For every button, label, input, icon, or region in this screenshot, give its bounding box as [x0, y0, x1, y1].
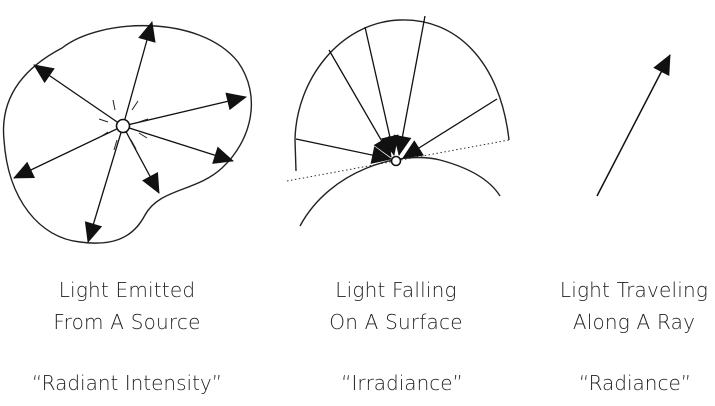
incoming-rays [295, 15, 498, 164]
irradiance-figure [286, 15, 510, 227]
caption-line-1: Light Emitted [58, 278, 196, 302]
caption-line-2: Along A Ray [572, 310, 696, 334]
ray-left [13, 125, 124, 179]
ray-down [84, 125, 124, 243]
caption-line-2: From A Source [53, 310, 201, 334]
radiant-intensity-term: “Radiant Intensity” [31, 371, 223, 395]
point-source [115, 118, 131, 134]
radiant-rays [13, 21, 247, 243]
ray-lower-right [122, 125, 234, 164]
ray-up [122, 21, 156, 127]
surface-curve [299, 156, 501, 227]
incoming-ray-2 [328, 49, 392, 158]
caption-line-1: Light Falling [335, 278, 457, 302]
incoming-ray-1 [295, 138, 392, 164]
incoming-ray-3 [364, 26, 399, 156]
radiance-figure [596, 54, 671, 197]
incoming-ray-5 [402, 98, 498, 159]
irradiance-term: “Irradiance” [341, 371, 463, 395]
radiant-intensity-caption: Light Emitted From A Source [17, 274, 237, 338]
single-ray [596, 54, 671, 197]
irradiance-caption: Light Falling On A Surface [286, 274, 506, 338]
radiance-caption: Light Traveling Along A Ray [524, 274, 715, 338]
emission-ticks [98, 99, 149, 151]
caption-line-1: Light Traveling [559, 278, 709, 302]
hemisphere-dome [294, 19, 510, 172]
caption-line-2: On A Surface [329, 310, 463, 334]
surface-point [390, 155, 402, 167]
incoming-ray-4 [393, 15, 426, 156]
radiance-term: “Radiance” [578, 371, 692, 395]
ray-right [122, 92, 247, 127]
source-boundary [2, 24, 253, 244]
ray-upper-left [33, 64, 124, 127]
radiant-intensity-figure [2, 21, 253, 244]
ray-down-right [122, 125, 160, 194]
